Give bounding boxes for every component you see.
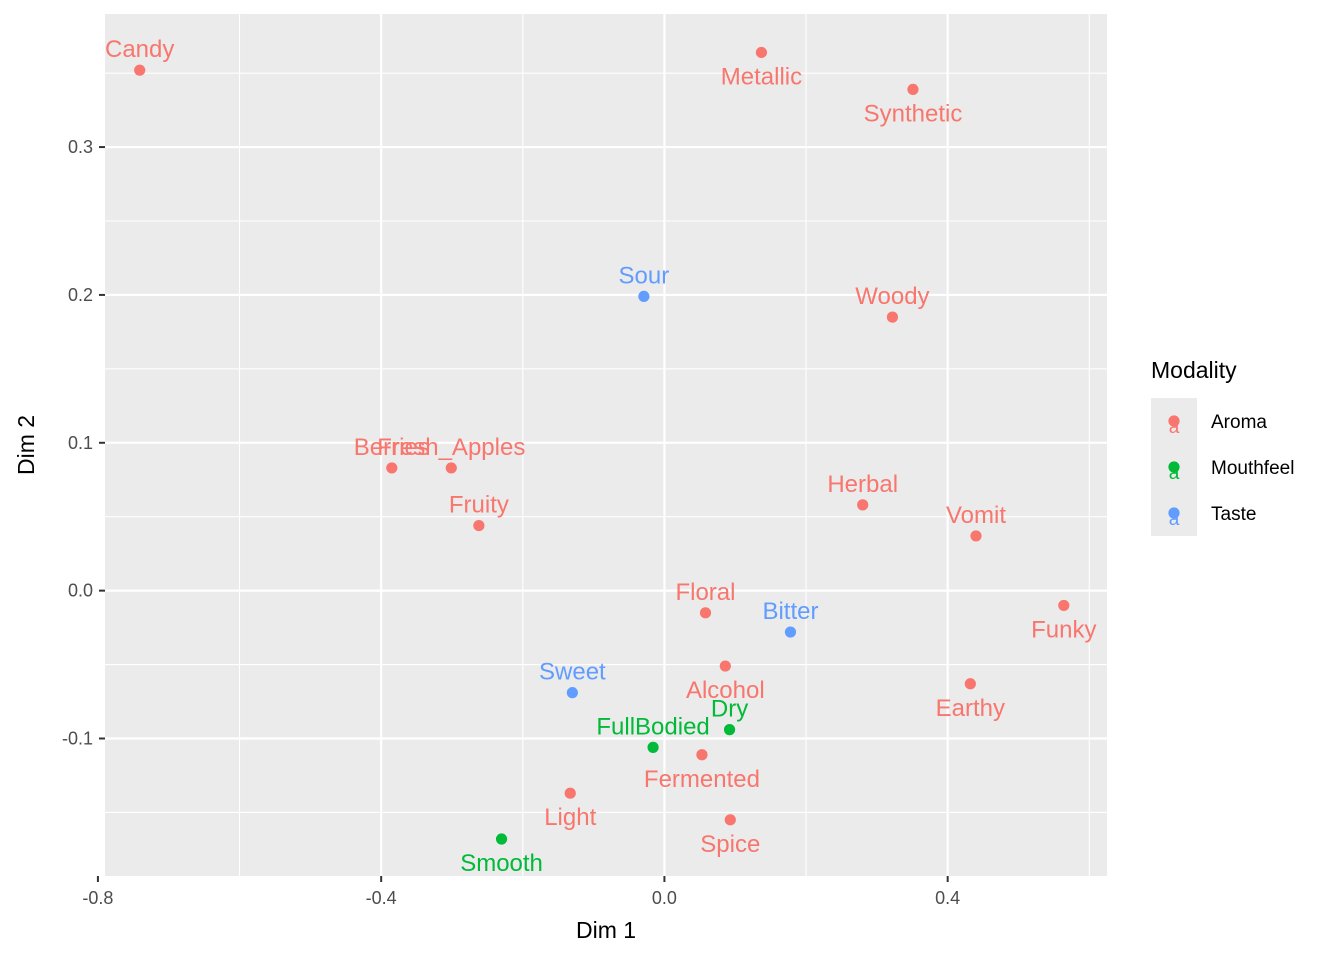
label-candy: Candy	[105, 36, 174, 63]
label-floral: Floral	[675, 579, 735, 606]
point-herbal	[857, 499, 868, 510]
point-dry	[724, 724, 735, 735]
point-spice	[725, 814, 736, 825]
label-fullbodied: FullBodied	[596, 713, 709, 740]
legend-key-point-aroma	[1168, 415, 1179, 426]
point-vomit	[970, 530, 981, 541]
label-spice: Spice	[700, 831, 760, 858]
label-synthetic: Synthetic	[864, 100, 963, 127]
x-tick-label: -0.4	[366, 888, 397, 908]
x-tick-label: -0.8	[82, 888, 113, 908]
point-earthy	[965, 678, 976, 689]
point-fullbodied	[647, 742, 658, 753]
point-alcohol	[720, 660, 731, 671]
label-smooth: Smooth	[460, 850, 543, 877]
legend-label-taste: Taste	[1211, 504, 1256, 525]
point-metallic	[756, 47, 767, 58]
point-synthetic	[907, 84, 918, 95]
point-fermented	[696, 749, 707, 760]
label-earthy: Earthy	[936, 695, 1005, 722]
point-smooth	[496, 833, 507, 844]
y-axis: -0.1 0.0 0.1 0.2 0.3	[62, 137, 105, 748]
point-sour	[638, 291, 649, 302]
y-tick-label: 0.3	[68, 137, 93, 157]
x-axis: -0.8 -0.4 0.0 0.4	[82, 876, 960, 908]
point-bitter	[785, 626, 796, 637]
y-axis-title: Dim 2	[13, 415, 39, 475]
label-metallic: Metallic	[721, 63, 802, 90]
label-dry: Dry	[711, 696, 748, 723]
y-tick-label: 0.2	[68, 285, 93, 305]
point-sweet	[567, 687, 578, 698]
y-tick-label: 0.0	[68, 581, 93, 601]
y-tick-label: 0.1	[68, 433, 93, 453]
label-vomit: Vomit	[946, 502, 1006, 529]
label-sweet: Sweet	[539, 659, 606, 686]
x-tick-label: 0.4	[935, 888, 960, 908]
y-tick-label: -0.1	[62, 728, 93, 748]
x-tick-label: 0.0	[652, 888, 677, 908]
legend-key-point-taste	[1168, 507, 1179, 518]
point-fresh-apples	[446, 462, 457, 473]
legend-key-point-mouthfeel	[1168, 461, 1179, 472]
label-funky: Funky	[1031, 616, 1096, 643]
point-light	[565, 788, 576, 799]
label-bitter: Bitter	[762, 598, 818, 625]
legend-label-aroma: Aroma	[1211, 412, 1267, 433]
plot-background	[105, 14, 1107, 876]
label-fresh-apples: Fresh_Apples	[377, 434, 525, 461]
point-candy	[134, 65, 145, 76]
label-fruity: Fruity	[449, 492, 509, 519]
label-fermented: Fermented	[644, 766, 760, 793]
point-fruity	[473, 520, 484, 531]
x-axis-title: Dim 1	[576, 917, 636, 943]
label-woody: Woody	[855, 283, 929, 310]
point-floral	[700, 607, 711, 618]
label-sour: Sour	[619, 262, 670, 289]
point-woody	[887, 312, 898, 323]
point-berries	[386, 462, 397, 473]
label-herbal: Herbal	[827, 471, 898, 498]
legend-title: Modality	[1151, 357, 1237, 383]
label-light: Light	[544, 804, 596, 831]
point-funky	[1058, 600, 1069, 611]
legend-label-mouthfeel: Mouthfeel	[1211, 458, 1294, 479]
